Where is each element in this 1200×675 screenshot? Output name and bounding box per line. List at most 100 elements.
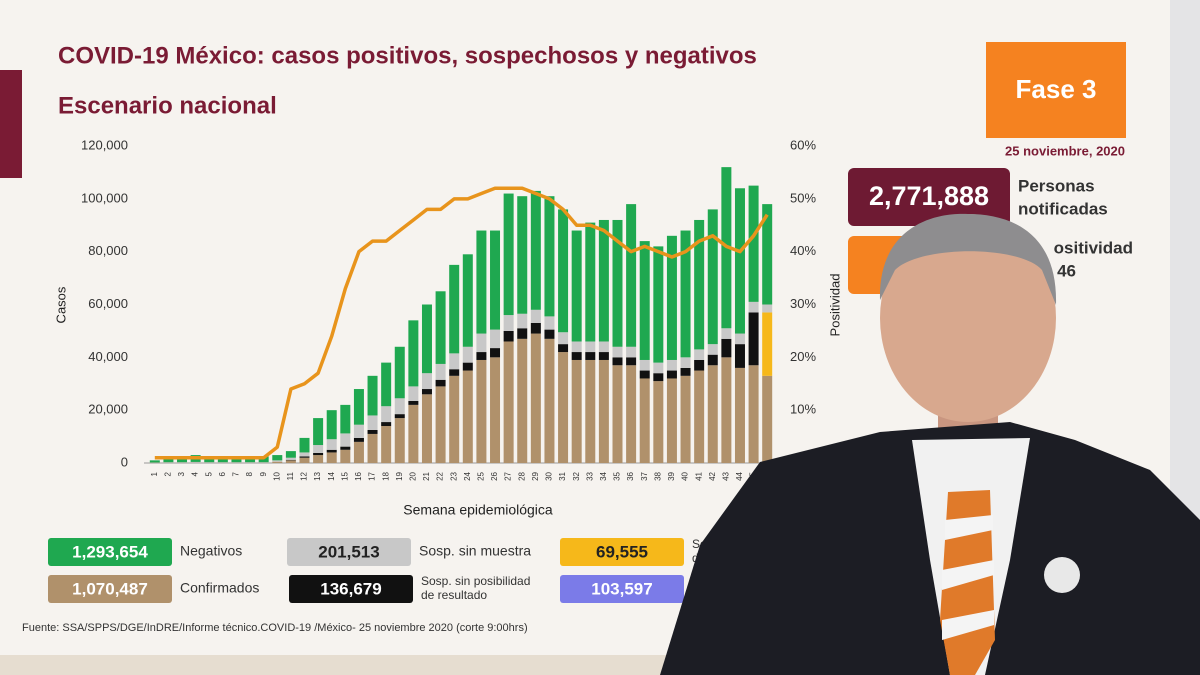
bar-segment (163, 457, 174, 463)
tie-stripe (942, 610, 994, 640)
bar-segment (748, 312, 759, 366)
bar-segment (340, 433, 351, 447)
bar-segment (381, 422, 392, 427)
legend-total: 103,597 (591, 579, 652, 598)
y2-tick-label: 50% (790, 190, 816, 205)
bar-segment (707, 365, 718, 463)
bar-segment (490, 348, 501, 358)
bar-segment (340, 449, 351, 463)
head (880, 214, 1056, 422)
bar-segment (680, 230, 691, 358)
bar-segment (517, 196, 528, 314)
bar-segment (381, 362, 392, 407)
bar-segment (734, 367, 745, 463)
legend-label: Confirmados (180, 580, 259, 596)
date: 25 noviembre, 2020 (1005, 143, 1125, 158)
bar-segment (408, 404, 419, 463)
bar-segment (666, 370, 677, 379)
legend-total: 1,070,487 (72, 579, 148, 598)
x-tick-label: 17 (368, 471, 377, 480)
bar-segment (381, 426, 392, 463)
bar-segment (421, 394, 432, 463)
bar-segment (490, 329, 501, 349)
x-tick-label: 8 (245, 471, 254, 476)
bar-segment (558, 352, 569, 463)
y2-tick-label: 60% (790, 137, 816, 152)
legend-label: Sosp. sin posibilidad (421, 574, 530, 588)
x-tick-label: 15 (340, 471, 349, 480)
bar-segment (707, 344, 718, 355)
presenter (660, 213, 1200, 675)
x-tick-label: 7 (232, 471, 241, 476)
bar-segment (476, 333, 487, 353)
bar-segment (612, 365, 623, 463)
bar-segment (707, 209, 718, 345)
bar-segment (462, 346, 473, 363)
bar-segment (299, 457, 310, 463)
bar-segment (435, 379, 446, 387)
bar-segment (653, 373, 664, 382)
bar-segment (748, 301, 759, 313)
x-tick-label: 34 (599, 471, 608, 480)
bar-segment (639, 359, 650, 371)
y-tick-label: 60,000 (88, 296, 128, 311)
bar-segment (517, 328, 528, 339)
notified-label: notificadas (1018, 199, 1108, 218)
legend-label: Sosp. sin muestra (419, 543, 531, 559)
x-tick-label: 35 (613, 471, 622, 480)
bar-segment (353, 389, 364, 425)
notified-label: Personas (1018, 176, 1095, 195)
bar-segment (639, 241, 650, 360)
bar-segment (585, 359, 596, 463)
x-tick-label: 41 (694, 471, 703, 480)
bar-segment (503, 193, 514, 316)
bar-segment (558, 209, 569, 333)
bar-segment (694, 359, 705, 371)
bar-segment (462, 254, 473, 347)
x-tick-label: 12 (300, 471, 309, 480)
x-tick-label: 1 (150, 471, 159, 476)
bar-segment (517, 338, 528, 463)
y2-axis-label: Positividad (827, 274, 842, 337)
bar-segment (326, 449, 337, 453)
legend-total: 201,513 (318, 542, 379, 561)
bar-segment (544, 196, 555, 317)
bar-segment (571, 359, 582, 463)
bar-segment (421, 373, 432, 390)
bar-segment (585, 341, 596, 353)
bar-segment (258, 462, 269, 463)
bar-segment (653, 381, 664, 463)
x-tick-label: 22 (436, 471, 445, 480)
y2-tick-label: 10% (790, 402, 816, 417)
bar-segment (299, 437, 310, 453)
bar-segment (612, 346, 623, 358)
x-tick-label: 39 (667, 471, 676, 480)
y-tick-label: 40,000 (88, 349, 128, 364)
y-tick-label: 0 (121, 454, 128, 469)
bar-segment (530, 309, 541, 323)
bar-segment (517, 313, 528, 329)
bar-segment (272, 460, 283, 462)
bar-segment (503, 341, 514, 463)
x-tick-label: 21 (422, 471, 431, 480)
bar-segment (680, 375, 691, 463)
bar-segment (598, 341, 609, 353)
bar-segment (462, 370, 473, 463)
x-tick-label: 23 (449, 471, 458, 480)
bar-segment (449, 353, 460, 370)
bar-segment (408, 386, 419, 401)
bar-segment (435, 363, 446, 380)
positivity-value: 46 (1057, 261, 1076, 280)
x-tick-label: 11 (286, 471, 295, 480)
legend-item: 1,293,654 Negativos (48, 538, 242, 566)
x-tick-label: 36 (626, 471, 635, 480)
positivity-line (154, 186, 769, 460)
legend-swatch (560, 538, 684, 566)
bar-segment (149, 460, 160, 463)
bar-segment (326, 452, 337, 463)
x-tick-label: 14 (327, 471, 336, 480)
bar-segment (340, 446, 351, 450)
bar-segment (285, 451, 296, 458)
bar-segment (666, 378, 677, 463)
